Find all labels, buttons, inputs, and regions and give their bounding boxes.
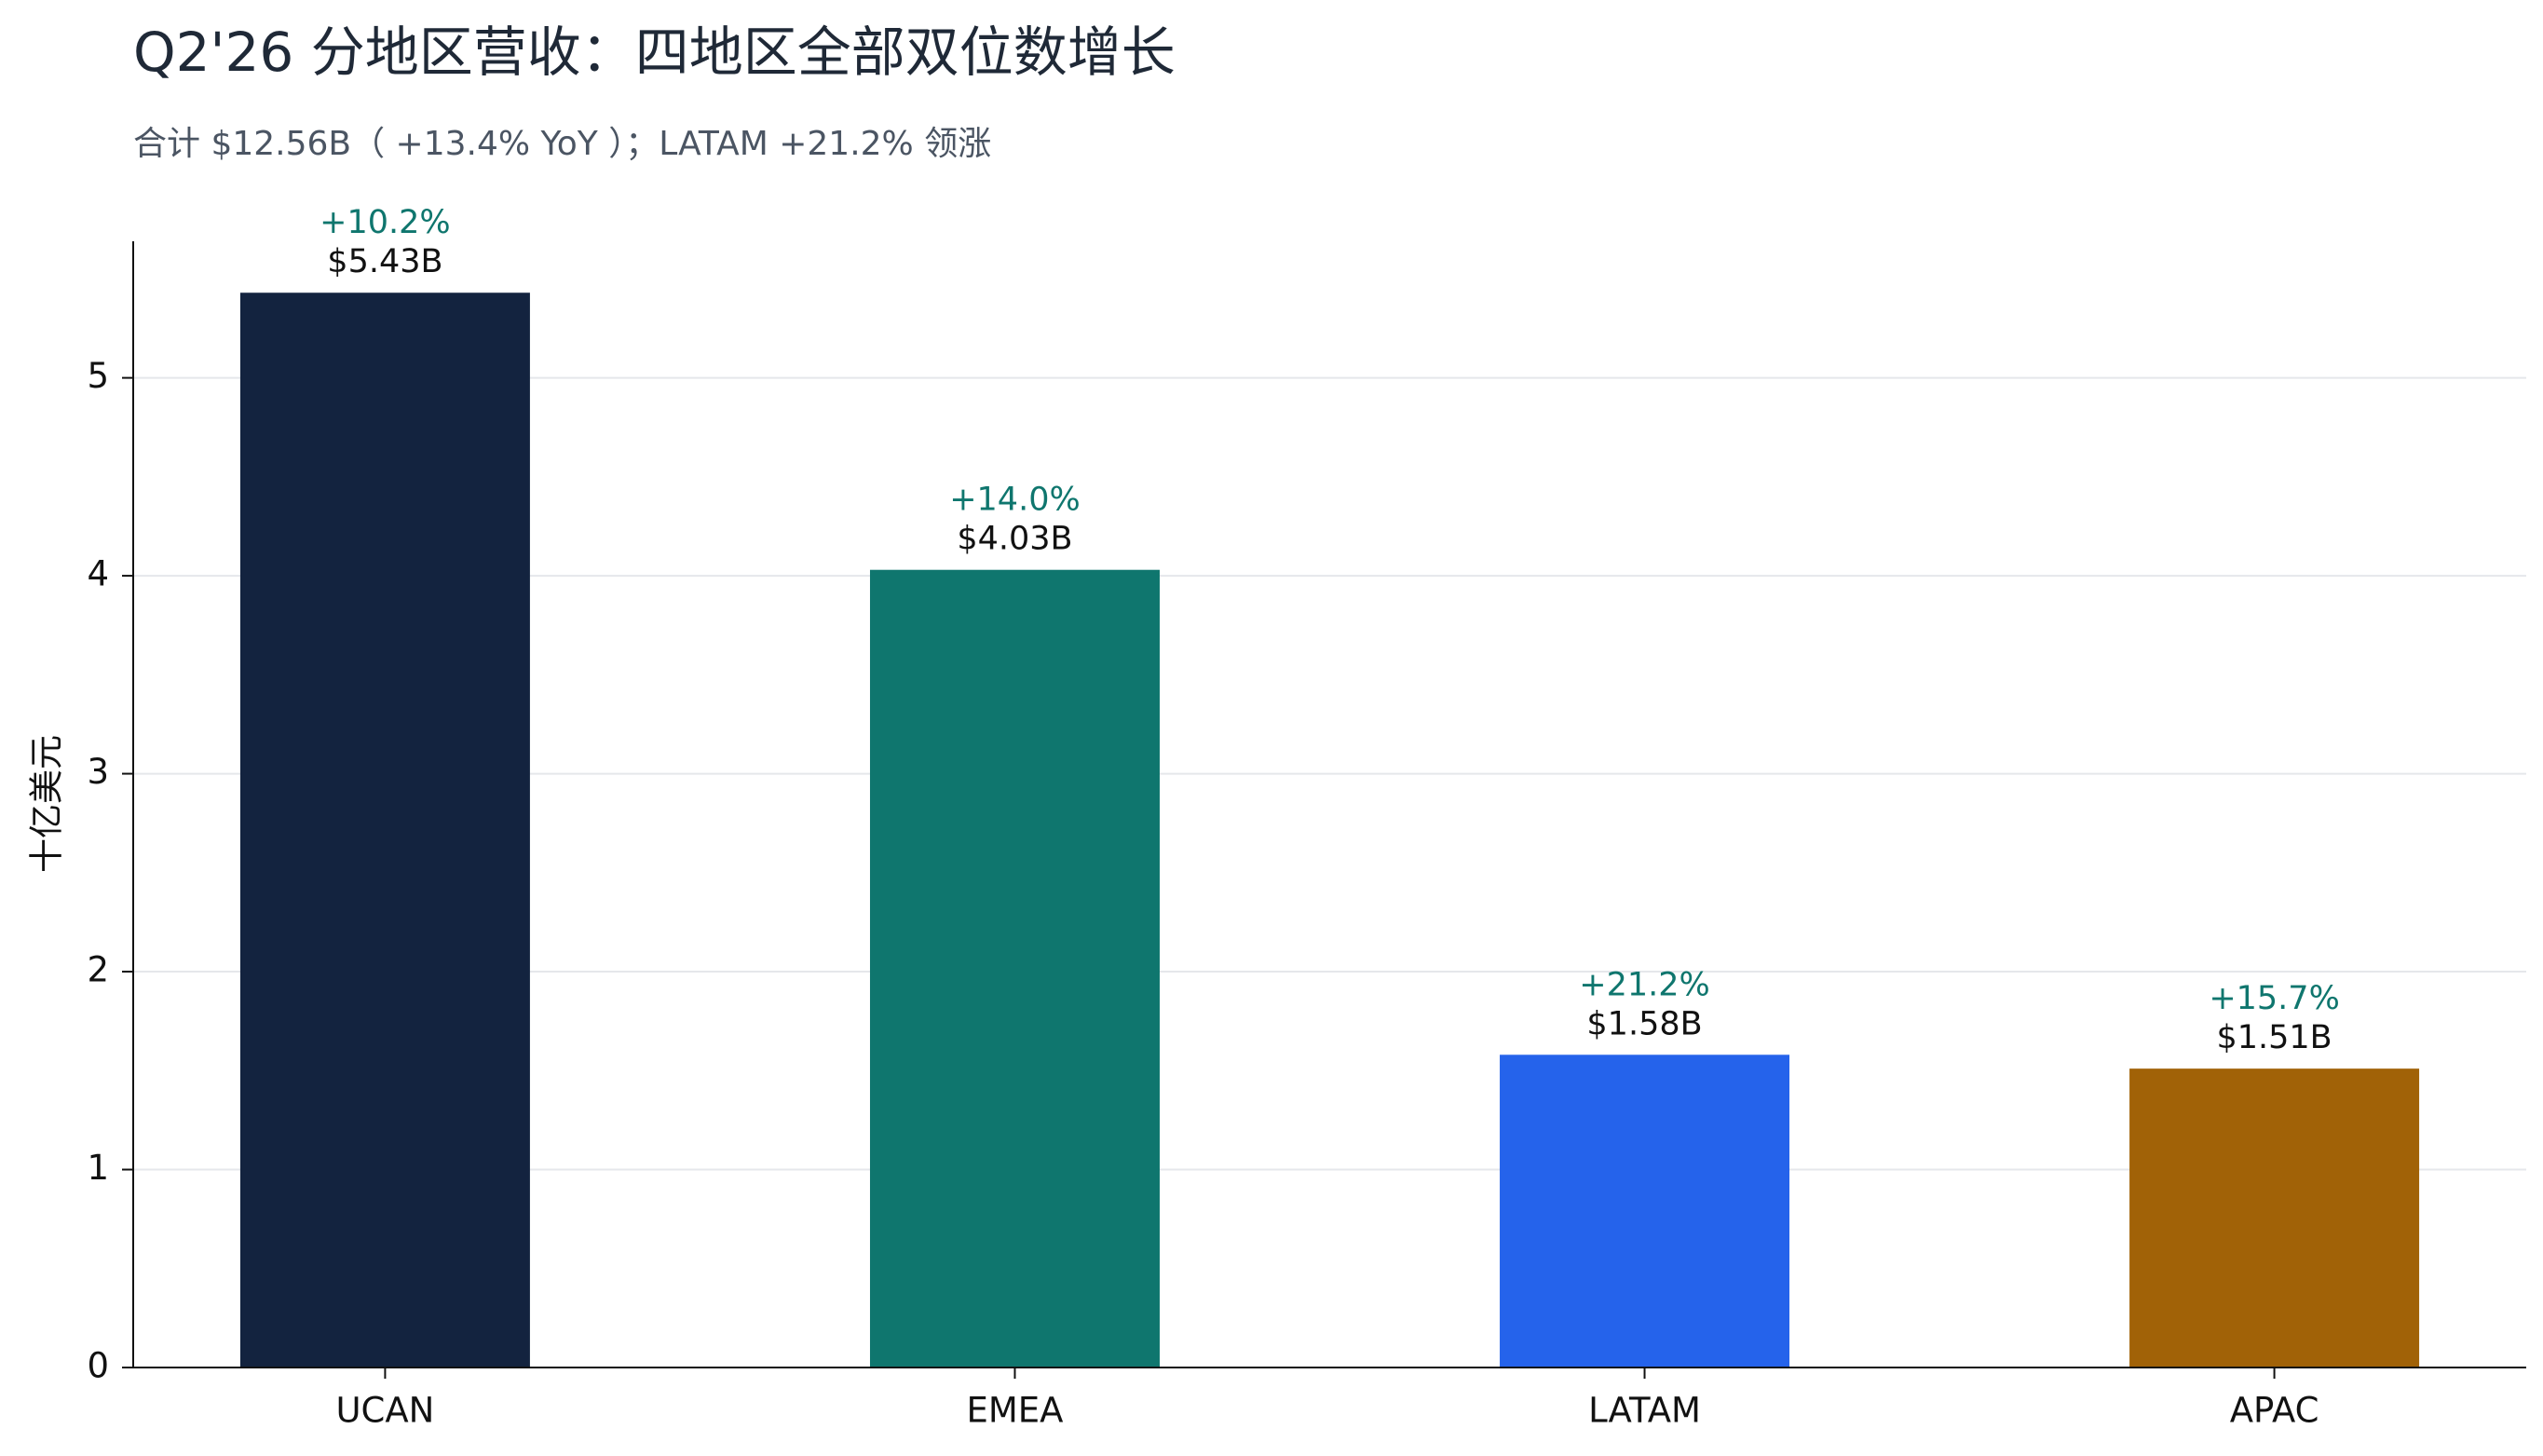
growth-label: +15.7% <box>2209 980 2340 1017</box>
value-label: $5.43B <box>327 243 442 280</box>
y-tick-label: 3 <box>87 752 109 792</box>
x-tick-label: UCAN <box>335 1391 434 1431</box>
y-axis-label: 十亿美元 <box>27 735 67 873</box>
growth-label: +21.2% <box>1579 966 1710 1003</box>
bar <box>2129 1068 2420 1368</box>
chart-title: Q2'26 分地区营收：四地区全部双位数增长 <box>133 20 1176 84</box>
y-tick-label: 0 <box>87 1346 109 1386</box>
y-tick-label: 5 <box>87 356 109 396</box>
growth-label: +14.0% <box>949 482 1081 519</box>
chart-subtitle: 合计 $12.56B（ +13.4% YoY ）；LATAM +21.2% 领涨 <box>133 125 991 163</box>
y-tick-label: 4 <box>87 554 109 594</box>
y-tick-label: 1 <box>87 1148 109 1188</box>
value-label: $1.58B <box>1586 1005 1702 1042</box>
growth-label: +10.2% <box>320 204 451 241</box>
bar <box>239 293 530 1368</box>
bar <box>869 569 1160 1368</box>
y-tick-label: 2 <box>87 950 109 990</box>
x-tick-label: EMEA <box>966 1391 1063 1431</box>
bar <box>1500 1055 1790 1368</box>
x-tick-label: LATAM <box>1588 1391 1701 1431</box>
value-label: $1.51B <box>2216 1019 2332 1056</box>
x-tick-label: APAC <box>2230 1391 2319 1431</box>
value-label: $4.03B <box>957 521 1072 558</box>
